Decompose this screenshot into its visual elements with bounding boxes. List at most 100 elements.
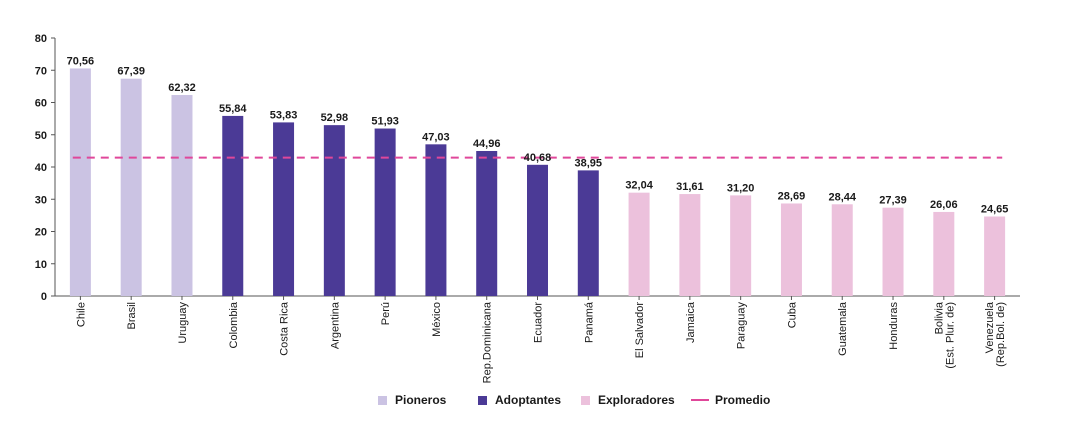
y-tick-label: 40 [35,162,47,174]
category-label-line: Perú [380,302,392,325]
bars [69,68,1006,297]
bar [323,125,345,297]
category-label-line: Costa Rica [279,301,291,356]
y-tick-label: 20 [35,227,47,239]
category-label-line: Cuba [786,301,798,328]
legend-swatch [378,396,387,405]
category-label: Ecuador [533,302,545,343]
bar [273,122,295,296]
bar-value-label: 40,68 [524,152,552,164]
bar-value-label: 53,83 [270,109,298,121]
category-label: Venezuela(Rep.Bol. de) [984,301,1007,367]
y-tick-label: 0 [41,291,47,303]
bar [69,68,91,296]
category-label-line: Bolivia [933,301,945,334]
bar-value-label: 28,69 [778,190,806,202]
y-tick-label: 50 [35,130,47,142]
category-label: México [431,302,443,337]
y-tick-label: 10 [35,259,47,271]
category-label-line: Rep.Dominicana [482,301,494,383]
category-label-line: Uruguay [177,302,189,344]
category-label: Paraguay [736,302,748,350]
bar-value-label: 27,39 [879,195,907,207]
bar-value-label: 38,95 [575,157,603,169]
category-label: Chile [75,302,87,327]
category-label: Argentina [329,301,341,349]
bar [933,211,955,296]
category-label-line: (Rep.Bol. de) [995,302,1007,367]
bar [171,95,193,296]
bar [780,203,802,296]
bar [425,144,447,296]
category-label: El Salvador [634,302,646,359]
category-label: Uruguay [177,302,189,344]
y-axis: 0 10 20 30 40 50 60 70 80 [35,33,1020,303]
bar [476,151,498,296]
legend-swatch [581,396,590,405]
y-tick-label: 30 [35,194,47,206]
legend-label: Exploradores [598,393,675,407]
y-tick-label: 80 [35,33,47,45]
category-label: Perú [380,302,392,325]
legend-label: Pioneros [395,393,447,407]
category-label-line: Ecuador [533,302,545,343]
category-label: Brasil [126,302,138,330]
category-label-line: México [431,302,443,337]
category-label-line: Chile [75,302,87,327]
legend-label: Adoptantes [495,393,561,407]
bar [628,192,650,296]
bar [527,164,548,296]
bar-value-label: 67,39 [117,66,145,78]
category-label: Panamá [583,301,595,343]
bar [679,194,701,296]
bar-value-label: 32,04 [625,180,653,192]
category-label: Cuba [786,301,798,328]
category-label-line: Jamaica [685,301,697,343]
legend-swatch [478,396,487,405]
value-labels: 70,56 67,39 62,32 55,84 53,83 52,98 51,93 47,03… [67,55,1009,215]
bar-value-label: 26,06 [930,199,958,211]
category-label-line: El Salvador [634,302,646,359]
bar [984,216,1006,296]
bar-value-label: 62,32 [168,82,196,94]
category-label-line: Venezuela [984,301,996,353]
category-label-line: Panamá [583,301,595,343]
bar-value-label: 24,65 [981,204,1009,216]
bar-value-label: 44,96 [473,138,501,150]
bar-value-label: 31,20 [727,182,755,194]
bar-value-label: 55,84 [219,103,247,115]
category-label-line: Argentina [329,301,341,349]
legend: Pioneros Adoptantes Exploradores Promedio [378,393,770,407]
category-label: Guatemala [837,301,849,356]
bar [882,207,904,296]
category-label-line: Colombia [228,301,240,348]
bar-value-label: 52,98 [321,112,349,124]
bar-value-label: 28,44 [828,191,856,203]
category-label: Honduras [888,302,900,350]
bar-value-label: 31,61 [676,181,704,193]
category-label: Rep.Dominicana [482,301,494,383]
category-label-line: Honduras [888,302,900,350]
category-label: Costa Rica [279,301,291,356]
x-axis-labels: Chile Brasil Uruguay Colombia Costa Rica Arge… [75,296,1007,383]
category-label: Jamaica [685,301,697,343]
category-label-line: Paraguay [736,302,748,350]
bar [730,195,752,296]
bar [577,170,599,296]
bar-value-label: 47,03 [422,131,450,143]
bar [374,128,396,296]
bar [222,115,244,296]
category-label-line: Brasil [126,302,138,330]
category-label-line: Guatemala [837,301,849,356]
category-label: Bolivia(Est. Plur. de) [933,301,956,369]
bar-value-label: 70,56 [67,55,95,67]
y-tick-label: 70 [35,65,47,77]
bar [831,204,853,296]
category-label-line: (Est. Plur. de) [944,302,956,369]
bar-value-label: 51,93 [371,116,399,128]
legend-label: Promedio [715,393,770,407]
bar [120,78,142,296]
y-tick-label: 60 [35,98,47,110]
category-label: Colombia [228,301,240,348]
